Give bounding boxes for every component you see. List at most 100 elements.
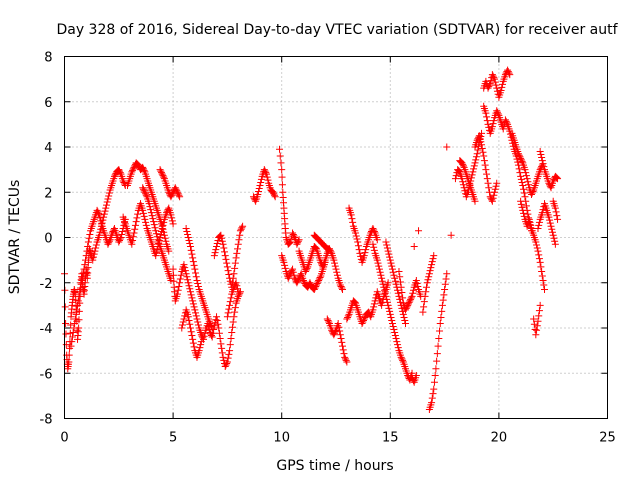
data-point: [493, 179, 501, 187]
data-point: [533, 241, 541, 249]
data-point: [404, 300, 412, 308]
data-point: [391, 274, 399, 282]
data-point: [139, 184, 147, 192]
data-point: [178, 324, 186, 332]
data-point: [484, 84, 492, 92]
data-point: [95, 211, 103, 219]
data-point: [536, 301, 544, 309]
data-point: [175, 283, 183, 291]
data-point: [488, 71, 496, 79]
data-point: [473, 136, 481, 144]
data-point: [224, 309, 232, 317]
data-point: [236, 227, 244, 235]
data-point: [369, 306, 377, 314]
data-point: [168, 214, 176, 222]
data-point: [399, 310, 407, 318]
data-point: [532, 238, 540, 246]
data-point: [256, 181, 264, 189]
data-point: [289, 268, 297, 276]
data-point: [490, 117, 498, 125]
data-point: [436, 319, 444, 327]
data-point: [102, 204, 110, 212]
data-point: [232, 279, 240, 287]
data-point: [311, 243, 319, 251]
data-point: [370, 227, 378, 235]
data-point: [387, 259, 395, 267]
data-point: [381, 289, 389, 297]
data-point: [429, 390, 437, 398]
data-point: [157, 167, 165, 175]
data-point: [481, 161, 489, 169]
data-point: [80, 265, 88, 273]
data-point: [523, 175, 531, 183]
data-point: [398, 355, 406, 363]
data-point: [197, 331, 205, 339]
data-point: [400, 313, 408, 321]
data-point: [551, 237, 559, 245]
data-point: [531, 326, 539, 334]
data-point: [375, 265, 383, 273]
data-point: [231, 264, 239, 272]
data-point: [222, 255, 230, 263]
data-point: [538, 267, 546, 275]
data-point: [184, 313, 192, 321]
data-point: [383, 244, 391, 252]
data-point: [213, 313, 221, 321]
data-point: [352, 229, 360, 237]
data-point: [139, 163, 147, 171]
x-axis-label: GPS time / hours: [276, 458, 393, 474]
data-point: [218, 237, 226, 245]
y-tick-label: 0: [44, 232, 52, 247]
data-point: [206, 329, 214, 337]
x-tick-label: 15: [382, 431, 399, 446]
data-point: [484, 120, 492, 128]
data-point: [423, 283, 430, 291]
data-point: [174, 190, 182, 198]
data-point: [335, 323, 343, 331]
data-point: [517, 154, 525, 162]
data-point: [105, 192, 113, 200]
data-point: [485, 81, 493, 89]
data-point: [455, 167, 463, 175]
data-point: [474, 146, 482, 154]
data-point: [117, 234, 125, 241]
data-point: [391, 329, 399, 337]
data-point: [191, 306, 199, 314]
data-point: [92, 244, 100, 252]
data-point: [478, 141, 486, 149]
data-point: [459, 178, 467, 186]
data-point: [483, 175, 491, 183]
data-point: [293, 279, 301, 287]
data-point: [218, 234, 226, 242]
data-point: [472, 156, 480, 164]
data-point: [438, 307, 446, 315]
data-point: [82, 252, 90, 260]
data-point: [388, 319, 396, 327]
data-point: [156, 166, 164, 174]
data-point: [389, 268, 397, 276]
data-point: [162, 237, 170, 245]
data-point: [230, 270, 238, 278]
data-point: [227, 335, 235, 343]
data-point: [130, 163, 138, 171]
data-point: [437, 313, 445, 321]
data-point: [134, 210, 142, 218]
data-point: [185, 316, 193, 324]
data-point: [152, 227, 160, 235]
data-point: [223, 259, 231, 267]
data-point: [257, 178, 265, 186]
data-point: [428, 394, 436, 402]
x-tick-label: 20: [491, 431, 508, 446]
data-point: [467, 174, 475, 182]
data-point: [70, 324, 78, 332]
data-point: [487, 77, 495, 85]
data-point: [66, 329, 74, 337]
data-point: [538, 154, 546, 162]
data-point: [62, 341, 70, 349]
data-point: [104, 195, 112, 203]
data-point: [197, 338, 205, 346]
data-point: [520, 209, 528, 217]
data-point: [430, 252, 438, 260]
data-point: [76, 284, 84, 292]
data-point: [441, 286, 449, 294]
